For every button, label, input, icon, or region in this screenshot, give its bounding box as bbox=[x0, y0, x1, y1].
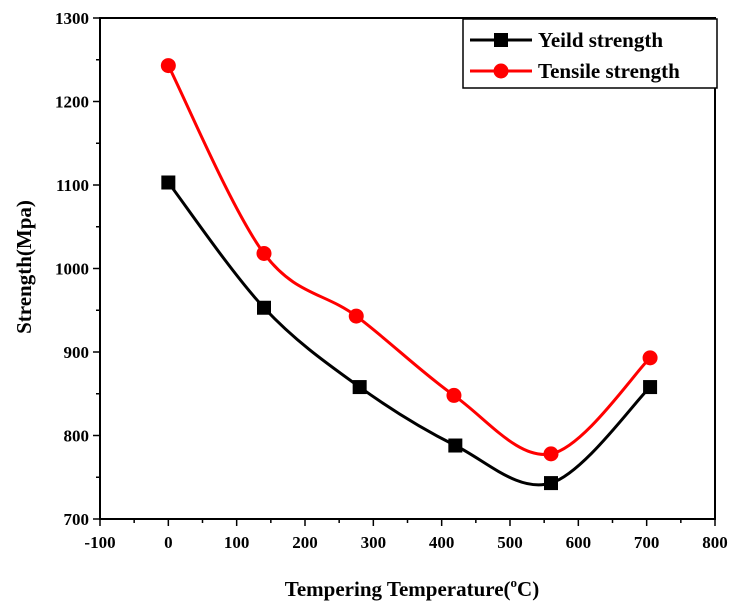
legend: Yeild strength Tensile strength bbox=[462, 18, 718, 89]
axis-ticks bbox=[93, 17, 716, 526]
series-line-0 bbox=[167, 181, 652, 487]
series-layer bbox=[160, 58, 658, 491]
legend-marker-yeild bbox=[494, 33, 508, 47]
plot-area-border bbox=[99, 17, 716, 520]
data-point bbox=[257, 300, 271, 315]
data-point bbox=[446, 387, 462, 403]
x-tick-label: 0 bbox=[164, 533, 173, 552]
x-tick-label: 400 bbox=[429, 533, 455, 552]
x-tick-label: 800 bbox=[702, 533, 728, 552]
legend-label-yeild: Yeild strength bbox=[538, 28, 663, 52]
data-point bbox=[544, 476, 558, 491]
data-point bbox=[643, 380, 658, 395]
x-tick-label: 600 bbox=[566, 533, 592, 552]
y-tick-label: 1000 bbox=[55, 260, 89, 279]
data-point bbox=[348, 308, 364, 324]
legend-marker-tensile bbox=[493, 63, 509, 79]
y-tick-label: 700 bbox=[64, 510, 90, 529]
x-tick-label: 500 bbox=[497, 533, 523, 552]
y-tick-label: 1200 bbox=[55, 93, 89, 112]
data-point bbox=[161, 175, 176, 190]
y-tick-label: 800 bbox=[64, 427, 90, 446]
x-tick-label: 100 bbox=[224, 533, 250, 552]
data-point bbox=[448, 438, 463, 453]
tick-labels: -100 0 100 200 300 400 500 600 700 800 700 800 900 10… bbox=[55, 9, 728, 552]
x-tick-label: 700 bbox=[634, 533, 660, 552]
y-tick-label: 1300 bbox=[55, 9, 89, 28]
x-tick-label: 300 bbox=[361, 533, 387, 552]
data-point bbox=[642, 350, 658, 366]
data-point bbox=[352, 380, 367, 395]
data-point bbox=[256, 245, 272, 261]
data-point bbox=[160, 58, 176, 74]
series-line-1 bbox=[166, 64, 652, 456]
x-axis-title: Tempering Temperature(oC) bbox=[285, 575, 539, 601]
legend-label-tensile: Tensile strength bbox=[538, 59, 680, 83]
data-point bbox=[543, 446, 559, 462]
y-tick-label: 1100 bbox=[56, 176, 89, 195]
y-tick-label: 900 bbox=[64, 343, 90, 362]
y-axis-title: Strength(Mpa) bbox=[12, 200, 36, 334]
x-tick-label: -100 bbox=[84, 533, 115, 552]
plot-frame bbox=[99, 17, 716, 520]
x-tick-label: 200 bbox=[292, 533, 318, 552]
